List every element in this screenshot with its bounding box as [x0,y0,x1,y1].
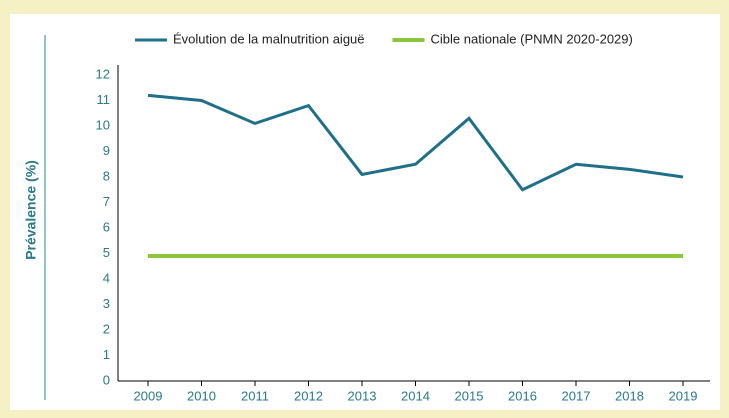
x-tick-label: 2017 [562,388,591,403]
legend-label: Cible nationale (PNMN 2020-2029) [431,31,633,46]
y-tick-label: 11 [97,92,111,107]
y-tick-label: 9 [103,143,110,158]
x-tick-label: 2019 [669,388,698,403]
y-tick-label: 1 [103,347,110,362]
x-tick-label: 2012 [294,388,323,403]
y-tick-label: 12 [96,66,110,81]
y-tick-label: 7 [103,194,110,209]
x-tick-label: 2014 [401,388,430,403]
y-axis-label: Prévalence (%) [23,160,39,260]
x-tick-label: 2013 [348,388,377,403]
panel [10,14,720,410]
x-tick-label: 2018 [615,388,644,403]
x-tick-label: 2011 [241,388,269,403]
y-tick-label: 6 [103,219,110,234]
y-tick-label: 3 [103,296,110,311]
legend-label: Évolution de la malnutrition aiguë [173,31,365,46]
x-tick-label: 2009 [134,388,163,403]
y-tick-label: 5 [103,245,110,260]
series-line [147,93,684,192]
y-tick-label: 4 [103,270,110,285]
y-tick-label: 2 [103,321,110,336]
y-tick-label: 8 [103,168,110,183]
x-tick-label: 2015 [455,388,484,403]
y-tick-label: 0 [103,372,110,387]
y-tick-label: 10 [96,117,110,132]
x-tick-label: 2010 [187,388,216,403]
x-tick-label: 2016 [508,388,537,403]
